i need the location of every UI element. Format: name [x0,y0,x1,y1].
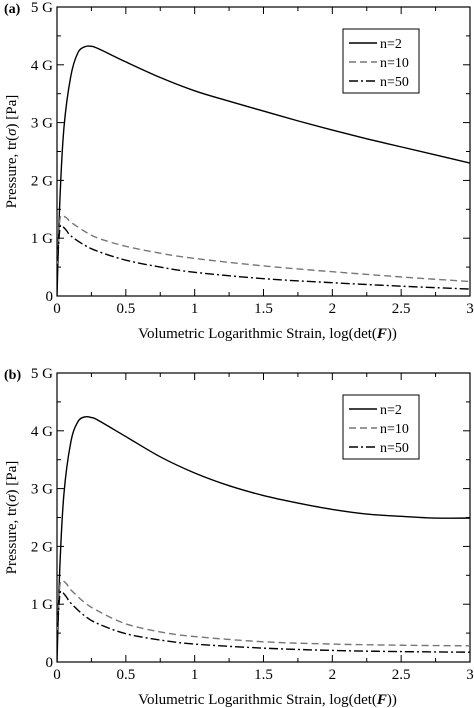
x-tick-label: 1.5 [254,301,273,317]
x-axis-label: Volumetric Logarithmic Strain, log(det(F… [138,326,397,342]
chart-panel-1: 0 0.5 1 1.5 2 2.5 3 0 1 G 2 G 3 G 4 G 5 G (a) Volumetr… [4,0,474,342]
x-axis-label-suffix: )) [387,692,397,708]
panel-label: (a) [4,2,21,17]
x-tick-label: 1 [191,667,199,683]
y-axis-label: Pressure, tr(σ) [Pa] [4,461,20,575]
y-axis-label: Pressure, tr(σ) [Pa] [4,95,20,209]
y-tick-label: 5 G [31,0,53,16]
y-tick-label: 2 G [31,173,53,189]
x-axis-label-symbol: F [376,326,387,342]
x-axis-label-suffix: )) [387,326,397,342]
legend-frame [342,28,420,94]
x-tick-label: 0.5 [116,667,135,683]
series-line-n-10 [57,580,470,647]
x-axis-label-prefix: Volumetric Logarithmic Strain, log(det( [138,692,377,708]
series-line-n-2 [57,415,470,662]
x-tick-label: 0 [53,667,61,683]
x-tick-label: 2 [329,301,337,317]
panel-label: (b) [4,368,21,383]
y-axis-label-suffix: ) [Pa] [4,95,20,129]
x-tick-label: 1 [191,301,199,317]
y-tick-label: 0 [46,655,54,671]
y-tick-label: 1 G [31,231,53,247]
legend-label-n-2: n=2 [380,403,402,418]
x-tick-label: 3 [466,301,474,317]
legend-label-n-2: n=2 [380,37,402,52]
legend-label-n-50: n=50 [380,75,409,90]
legend: n=2 n=10 n=50 [342,394,420,460]
chart-panel-2: 0 0.5 1 1.5 2 2.5 3 0 1 G 2 G 3 G 4 G 5 G (b) Volumetr… [4,366,474,708]
y-tick-label: 0 [46,289,54,305]
y-tick-label: 1 G [31,597,53,613]
y-tick-label: 2 G [31,539,53,555]
legend-label-n-50: n=50 [380,441,409,456]
y-axis-label-prefix: Pressure, tr( [4,136,20,208]
y-axis-label-suffix: ) [Pa] [4,461,20,495]
y-tick-label: 4 G [31,58,53,74]
legend-label-n-10: n=10 [380,422,409,437]
y-axis-label-symbol: σ [4,128,20,136]
y-tick-label: 3 G [31,116,53,132]
x-axis-label-symbol: F [376,692,387,708]
x-axis-label: Volumetric Logarithmic Strain, log(det(F… [138,692,397,708]
x-tick-label: 2 [329,667,337,683]
x-tick-label: 2.5 [392,301,411,317]
y-axis-label-prefix: Pressure, tr( [4,502,20,574]
legend-label-n-10: n=10 [380,56,409,71]
x-tick-label: 2.5 [392,667,411,683]
y-axis-label-symbol: σ [4,494,20,502]
legend-frame [342,394,420,460]
x-tick-label: 1.5 [254,667,273,683]
y-tick-label: 4 G [31,424,53,440]
x-axis-label-prefix: Volumetric Logarithmic Strain, log(det( [138,326,377,342]
x-tick-label: 3 [466,667,474,683]
series-line-n-10 [57,214,470,283]
series-line-n-50 [57,590,470,653]
y-tick-label: 3 G [31,482,53,498]
legend: n=2 n=10 n=50 [342,28,420,94]
x-tick-label: 0 [53,301,61,317]
series-line-n-50 [57,224,470,290]
y-tick-label: 5 G [31,366,53,382]
series-line-n-2 [57,45,470,296]
x-tick-label: 0.5 [116,301,135,317]
